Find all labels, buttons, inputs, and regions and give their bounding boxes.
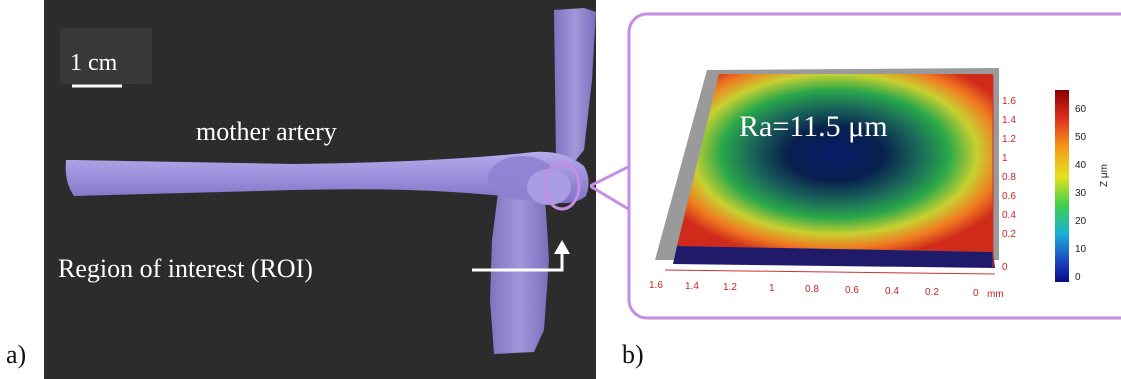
mother-artery-shape [65,151,589,204]
panel-a-photo: 1 cm mother artery Region of interest (R… [44,0,596,379]
roughness-label: Ra=11.5 μm [739,110,888,143]
right-tick-8: 0 [1002,262,1008,273]
scale-bar-box [60,28,152,84]
bottom-tick-5: 0.6 [845,285,859,296]
colorbar-tick-3: 30 [1075,188,1087,199]
colorbar-tick-2: 40 [1075,160,1087,171]
bottom-tick-2: 1.2 [723,282,737,293]
right-axis: 1.6 1.4 1.2 1 0.8 0.6 0.4 0.2 0 [1002,96,1016,273]
bottom-axis-unit: mm [987,289,1004,300]
colorbar [1055,90,1069,282]
panel-b-letter: b) [622,340,644,369]
panel-b-surface-profile: Ra=11.5 μm 1.6 1.4 1.2 1 0.8 0.6 0.4 0.2… [627,12,1121,320]
bottom-tick-7: 0.2 [925,287,939,298]
bottom-tick-1: 1.4 [685,281,699,292]
surface-edge [673,246,995,268]
right-tick-6: 0.4 [1002,210,1016,221]
panel-a-letter: a) [6,340,27,369]
roi-arrow-head [554,240,570,254]
junction-end [527,169,571,205]
colorbar-ticks: 60 50 40 30 20 10 0 [1075,104,1087,283]
bottom-tick-0: 1.6 [649,280,663,291]
bottom-tick-4: 0.8 [805,284,819,295]
mother-artery-label: mother artery [196,117,337,146]
surface-map [677,74,993,252]
bottom-tick-6: 0.4 [885,286,899,297]
right-tick-7: 0.2 [1002,229,1016,240]
bottom-tick-8: 0 [973,288,979,299]
right-tick-3: 1 [1002,153,1008,164]
roi-label: Region of interest (ROI) [58,254,313,283]
right-tick-4: 0.8 [1002,172,1016,183]
roi-arrow-line [472,252,564,272]
right-tick-0: 1.6 [1002,96,1016,107]
colorbar-tick-1: 50 [1075,132,1087,143]
right-tick-5: 0.6 [1002,191,1016,202]
colorbar-tick-6: 0 [1075,272,1081,283]
colorbar-tick-5: 10 [1075,244,1087,255]
scale-bar-label: 1 cm [70,50,118,76]
bottom-axis: 1.6 1.4 1.2 1 0.8 0.6 0.4 0.2 0 mm [649,280,1004,300]
bottom-tick-3: 1 [769,283,775,294]
branch-artery [490,8,596,354]
colorbar-tick-0: 60 [1075,104,1087,115]
roi-connector [590,164,630,212]
right-tick-2: 1.2 [1002,134,1016,145]
roi-ellipse [543,161,581,211]
colorbar-label: Z μm [1099,164,1110,187]
right-tick-1: 1.4 [1002,115,1016,126]
colorbar-tick-4: 20 [1075,216,1087,227]
